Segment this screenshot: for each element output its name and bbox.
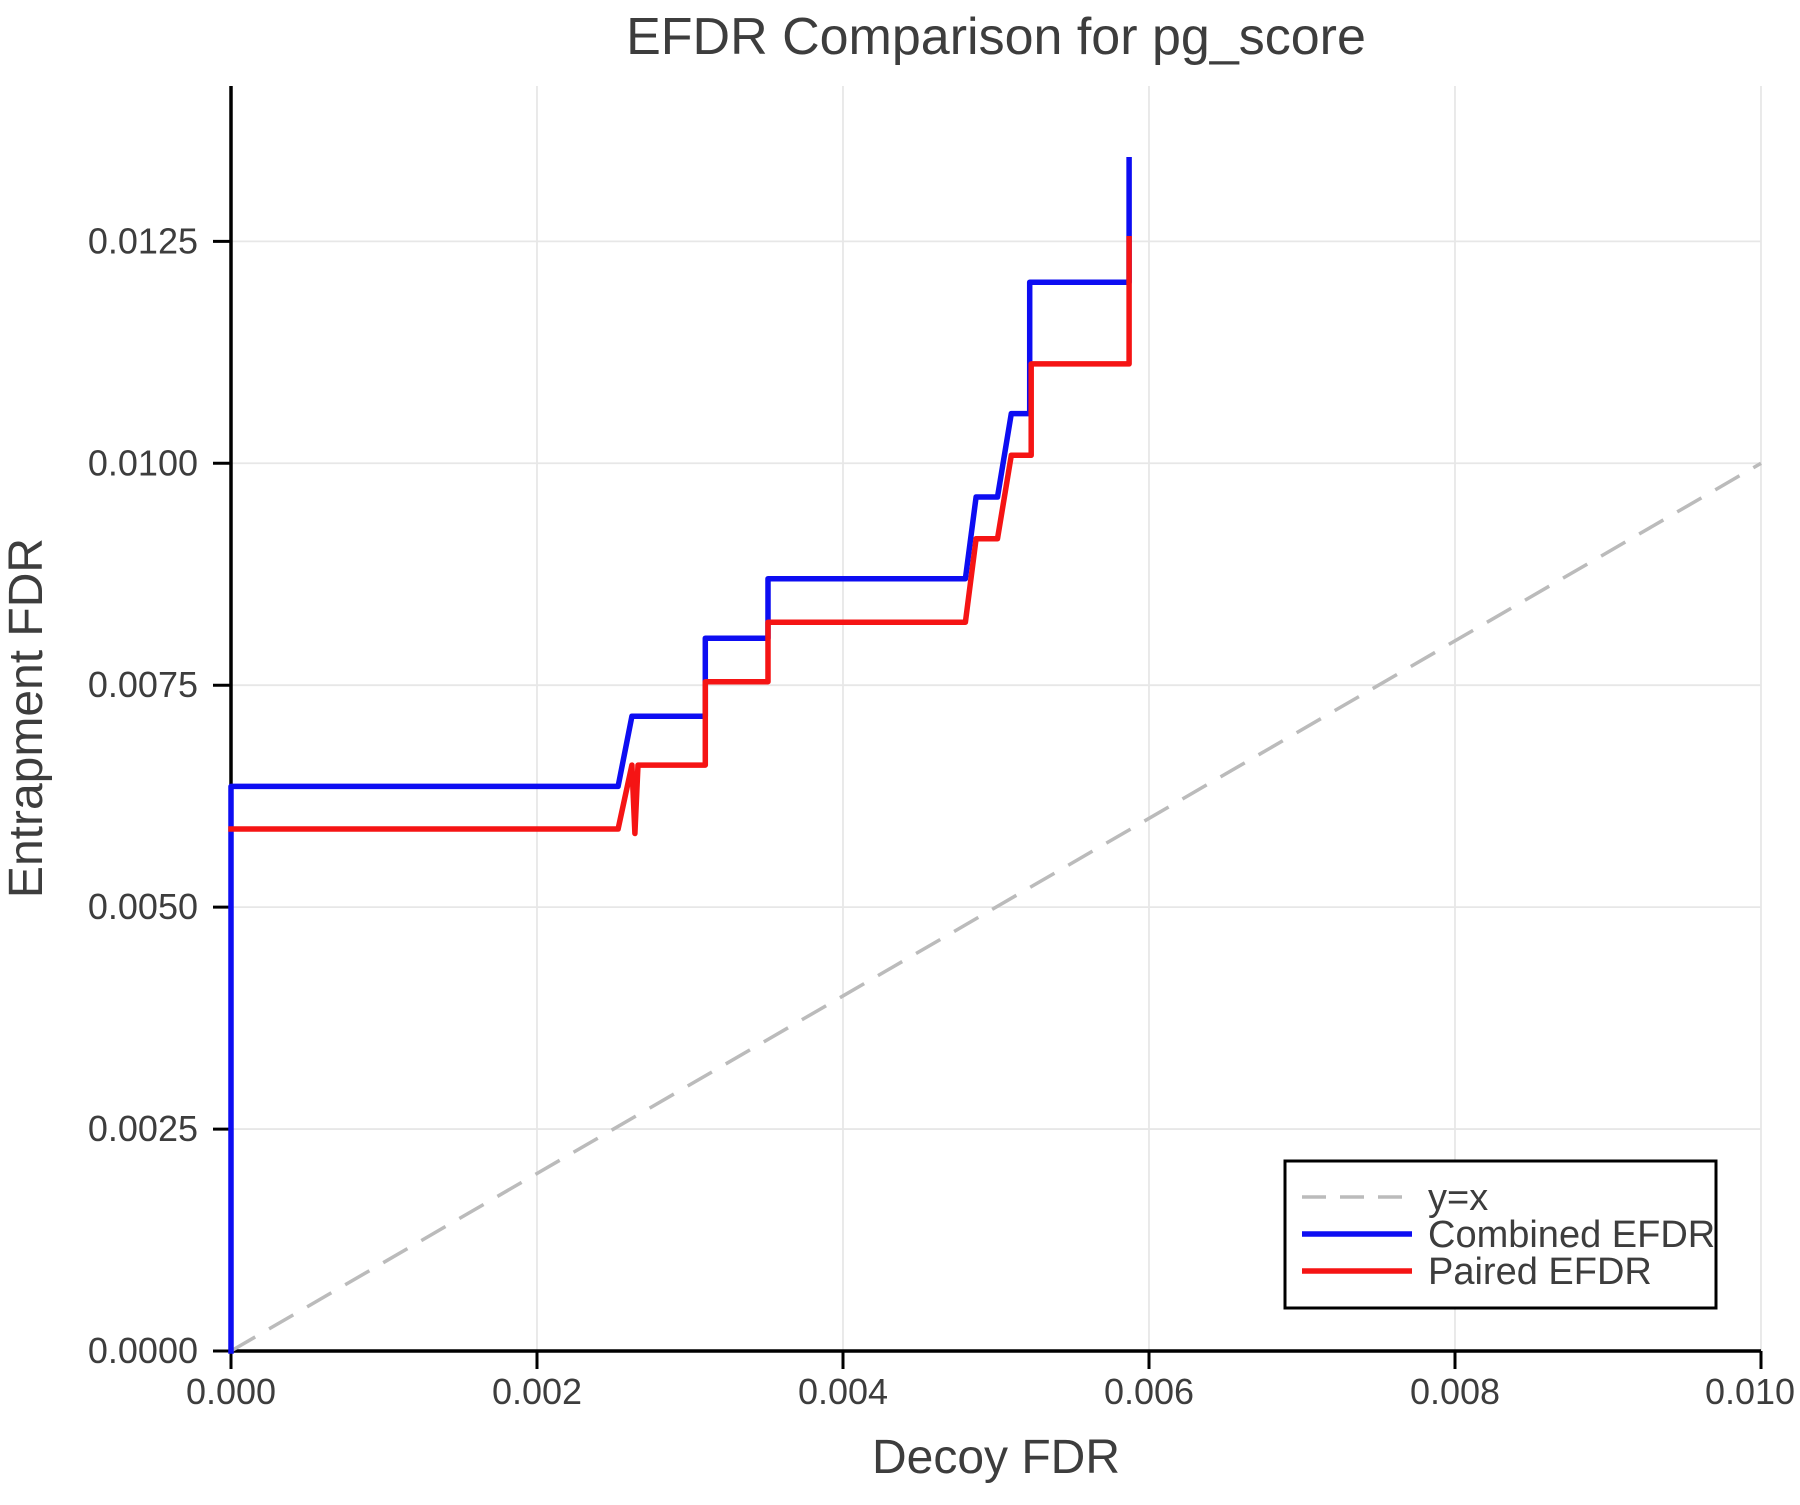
y-tick-label: 0.0075	[88, 664, 198, 705]
legend-label-paired: Paired EFDR	[1428, 1251, 1652, 1293]
tick-labels: 0.000 0.002 0.004 0.006 0.008 0.010 0.0000 0.00…	[88, 220, 1795, 1412]
legend: y=x Combined EFDR Paired EFDR	[1283, 1159, 1718, 1310]
data-curves	[228, 156, 1762, 1354]
series-line-paired-efdr	[228, 235, 1132, 837]
y-tick-label: 0.0050	[88, 886, 198, 927]
reference-line-y-equals-x	[230, 461, 1762, 1353]
y-axis-label: Entrapment FDR	[0, 538, 53, 898]
x-tick-label: 0.002	[492, 1371, 582, 1412]
chart-title: EFDR Comparison for pg_score	[626, 8, 1366, 66]
x-tick-label: 0.004	[798, 1371, 888, 1412]
legend-label-combined: Combined EFDR	[1428, 1214, 1715, 1256]
series-line-combined-efdr	[228, 156, 1132, 1354]
y-tick-label: 0.0025	[88, 1108, 198, 1149]
x-tick-label: 0.010	[1705, 1371, 1795, 1412]
x-tick-label: 0.008	[1410, 1371, 1500, 1412]
y-tick-label: 0.0125	[88, 220, 198, 261]
legend-label-yx: y=x	[1428, 1177, 1488, 1219]
x-tick-label: 0.000	[186, 1371, 276, 1412]
y-tick-label: 0.0100	[88, 442, 198, 483]
tick-marks	[213, 239, 1763, 1369]
x-axis-label: Decoy FDR	[872, 1431, 1120, 1484]
y-tick-label: 0.0000	[88, 1330, 198, 1371]
gridlines	[231, 86, 1762, 1351]
x-tick-label: 0.006	[1104, 1371, 1194, 1412]
